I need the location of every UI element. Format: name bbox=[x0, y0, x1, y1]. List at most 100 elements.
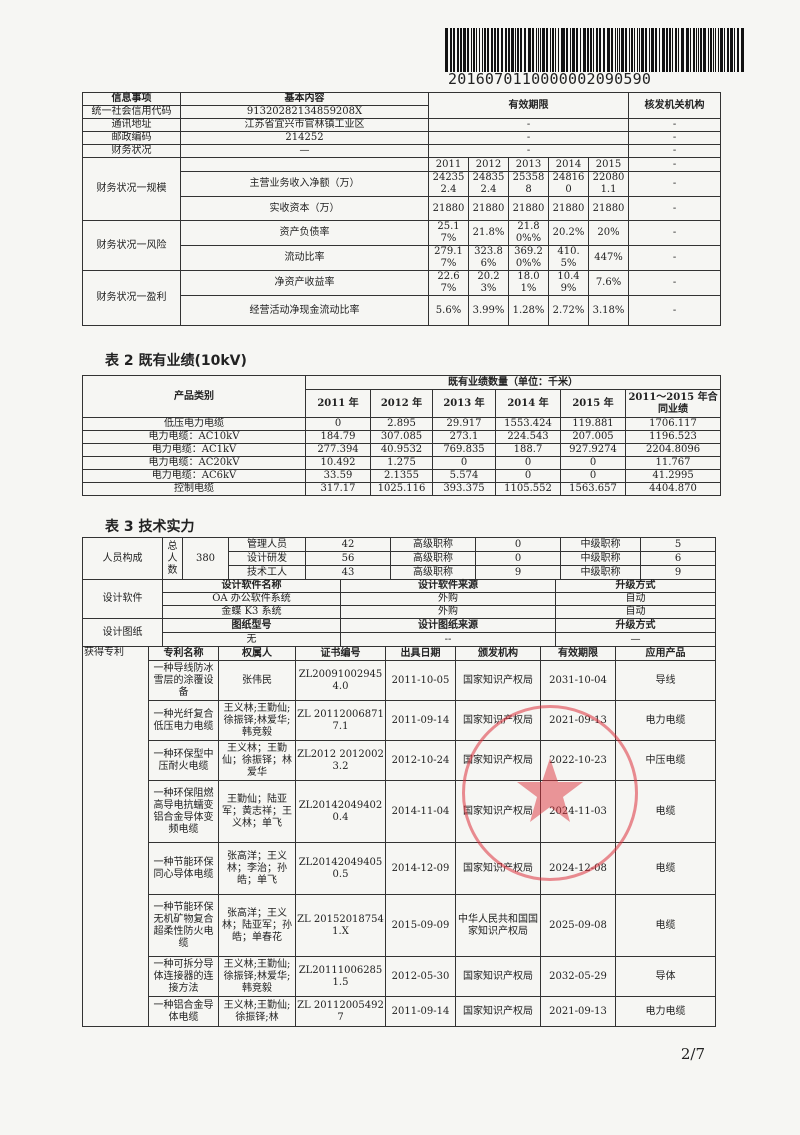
field-value: 214252 bbox=[180, 131, 429, 145]
metric-value: 18.01% bbox=[508, 270, 549, 296]
table-cell bbox=[180, 157, 429, 172]
metric-value: 323.86% bbox=[468, 245, 509, 271]
table-cell: 无 bbox=[162, 632, 341, 647]
barcode bbox=[445, 28, 745, 72]
barcode-bar bbox=[535, 28, 538, 72]
metric-value: 21.8% bbox=[468, 220, 509, 246]
patent-cell: 张伟民 bbox=[218, 660, 296, 701]
table-cell: 设计研发 bbox=[228, 551, 306, 566]
product-name: 低压电力电缆 bbox=[82, 417, 306, 431]
performance-value: 224.543 bbox=[495, 430, 561, 444]
metric-value: 3.99% bbox=[468, 295, 509, 326]
barcode-bar bbox=[463, 28, 466, 72]
patent-cell: 中华人民共和国国家知识产权局 bbox=[455, 894, 541, 957]
patent-cell: 2012-05-30 bbox=[385, 956, 456, 997]
product-name: 电力电缆：AC1kV bbox=[82, 443, 306, 457]
patent-cell: 2024-12-08 bbox=[540, 842, 616, 895]
table-cell: - bbox=[427, 131, 630, 145]
performance-value: 0 bbox=[560, 469, 626, 483]
patent-row: 一种可拆分导体连接器的连接方法 王义林;王勤仙;徐振铎;林爱华;韩竞毅 ZL2011… bbox=[83, 956, 716, 997]
barcode-bar bbox=[510, 28, 514, 72]
patent-cell: ZL 201520187541.X bbox=[295, 894, 386, 957]
patent-cell: 2031-10-04 bbox=[540, 660, 616, 701]
product-name: 电力电缆：AC10kV bbox=[82, 430, 306, 444]
table-row: 无 -- — bbox=[83, 632, 716, 647]
header-cell: 升级方式 bbox=[555, 579, 716, 593]
table-cell: 5 bbox=[640, 537, 716, 552]
patent-cell: 电力电缆 bbox=[615, 996, 716, 1027]
barcode-bar bbox=[677, 28, 680, 72]
table-cell: 中级职称 bbox=[560, 565, 641, 580]
barcode-bar bbox=[453, 28, 455, 72]
technical-strength-section: 人员构成 总人数 380 管理人员 42 高级职称 0 中级职称 5 设计研发 56 高级职称 0 中级职… bbox=[82, 537, 716, 1063]
barcode-bar bbox=[699, 28, 703, 72]
header-cell: 基本内容 bbox=[180, 92, 429, 106]
barcode-bar bbox=[630, 28, 633, 72]
barcode-bar bbox=[727, 28, 730, 72]
barcode-bar bbox=[504, 28, 508, 72]
barcode-bar bbox=[624, 28, 628, 72]
header-cell: 证书编号 bbox=[295, 646, 386, 661]
header-cell: 2011 年 bbox=[305, 389, 371, 418]
page-number: 2/7 bbox=[680, 1045, 705, 1063]
patent-cell: ZL 201120068717.1 bbox=[295, 700, 386, 741]
barcode-bar bbox=[540, 28, 542, 72]
metric-name: 资产负债率 bbox=[180, 220, 429, 246]
header-cell: 设计软件名称 bbox=[162, 579, 341, 593]
table-cell: - bbox=[628, 118, 722, 132]
patent-cell: 国家知识产权局 bbox=[455, 956, 541, 997]
software-table: 设计软件 设计软件名称 设计软件来源 升级方式 OA 办公软件系统 外购 自动 金蝶 K3 系… bbox=[82, 579, 716, 619]
barcode-number: 2016070110000002090590 bbox=[448, 70, 652, 88]
patent-cell: 一种节能环保无机矿物复合超柔性防火电缆 bbox=[148, 894, 219, 957]
metric-name: 经营活动净现金流动比率 bbox=[180, 295, 429, 326]
table-cell: 高级职称 bbox=[390, 551, 476, 566]
performance-value: 1553.424 bbox=[495, 417, 561, 431]
barcode-bar bbox=[651, 28, 654, 72]
product-name: 控制电缆 bbox=[82, 482, 306, 496]
metric-value: 20% bbox=[587, 220, 630, 246]
performance-value: 769.835 bbox=[432, 443, 496, 457]
barcode-bar bbox=[639, 28, 641, 72]
header-cell: 2015 年 bbox=[560, 389, 626, 418]
barcode-bar bbox=[445, 28, 448, 72]
table-row: 电力电缆：AC1kV 277.394 40.9532 769.835 188.7 927.… bbox=[82, 443, 722, 457]
section-label: 设计图纸 bbox=[82, 618, 163, 647]
metric-value: 21880 bbox=[548, 196, 589, 221]
barcode-bar bbox=[619, 28, 620, 72]
barcode-bar bbox=[523, 28, 527, 72]
barcode-bar bbox=[610, 28, 613, 72]
table-row: OA 办公软件系统 外购 自动 bbox=[83, 592, 716, 606]
barcode-bar bbox=[709, 28, 712, 72]
patent-cell: 一种铝合金导体电缆 bbox=[148, 996, 219, 1027]
metric-value: 20.2% bbox=[548, 220, 589, 246]
patent-cell: 2012-10-24 bbox=[385, 740, 456, 781]
patent-cell: 王义林;王勤仙;徐振铎;林爱华;韩竞毅 bbox=[218, 700, 296, 741]
barcode-bar bbox=[517, 28, 520, 72]
barcode-bar bbox=[614, 28, 617, 72]
table-cell: 43 bbox=[305, 565, 391, 580]
header-cell: 既有业绩数量（单位：千米） bbox=[304, 375, 722, 390]
header-cell: 设计软件来源 bbox=[340, 579, 556, 593]
patent-cell: 2014-12-09 bbox=[385, 842, 456, 895]
patent-cell: 2032-05-29 bbox=[540, 956, 616, 997]
barcode-bar bbox=[459, 28, 461, 72]
staff-row: 设计研发 56 高级职称 0 中级职称 6 bbox=[83, 551, 716, 566]
performance-value: 184.79 bbox=[305, 430, 371, 444]
year-cell: 2015 bbox=[587, 157, 630, 172]
table-row: 电力电缆：AC10kV 184.79 307.085 273.1 224.543 207.… bbox=[82, 430, 722, 444]
header-cell: 核发机关机构 bbox=[628, 92, 722, 119]
patents-table: 获得专利 专利名称 权属人 证书编号 出具日期 颁发机构 有效期限 应用产品 一种导线防冰雪层的… bbox=[82, 646, 716, 1027]
barcode-bar bbox=[672, 28, 674, 72]
year-cell: 2012 bbox=[468, 157, 509, 172]
performance-value: 307.085 bbox=[370, 430, 433, 444]
header-cell: 升级方式 bbox=[555, 618, 716, 633]
metric-value: 242352.4 bbox=[428, 171, 469, 197]
patent-cell: 2025-09-08 bbox=[540, 894, 616, 957]
patent-cell: 一种节能环保同心导体电缆 bbox=[148, 842, 219, 895]
header-row: 设计软件 设计软件名称 设计软件来源 升级方式 bbox=[82, 579, 716, 619]
barcode-bar bbox=[538, 28, 540, 72]
barcode-bar bbox=[712, 28, 714, 72]
table-cell: 9 bbox=[475, 565, 561, 580]
barcode-bar bbox=[723, 28, 726, 72]
